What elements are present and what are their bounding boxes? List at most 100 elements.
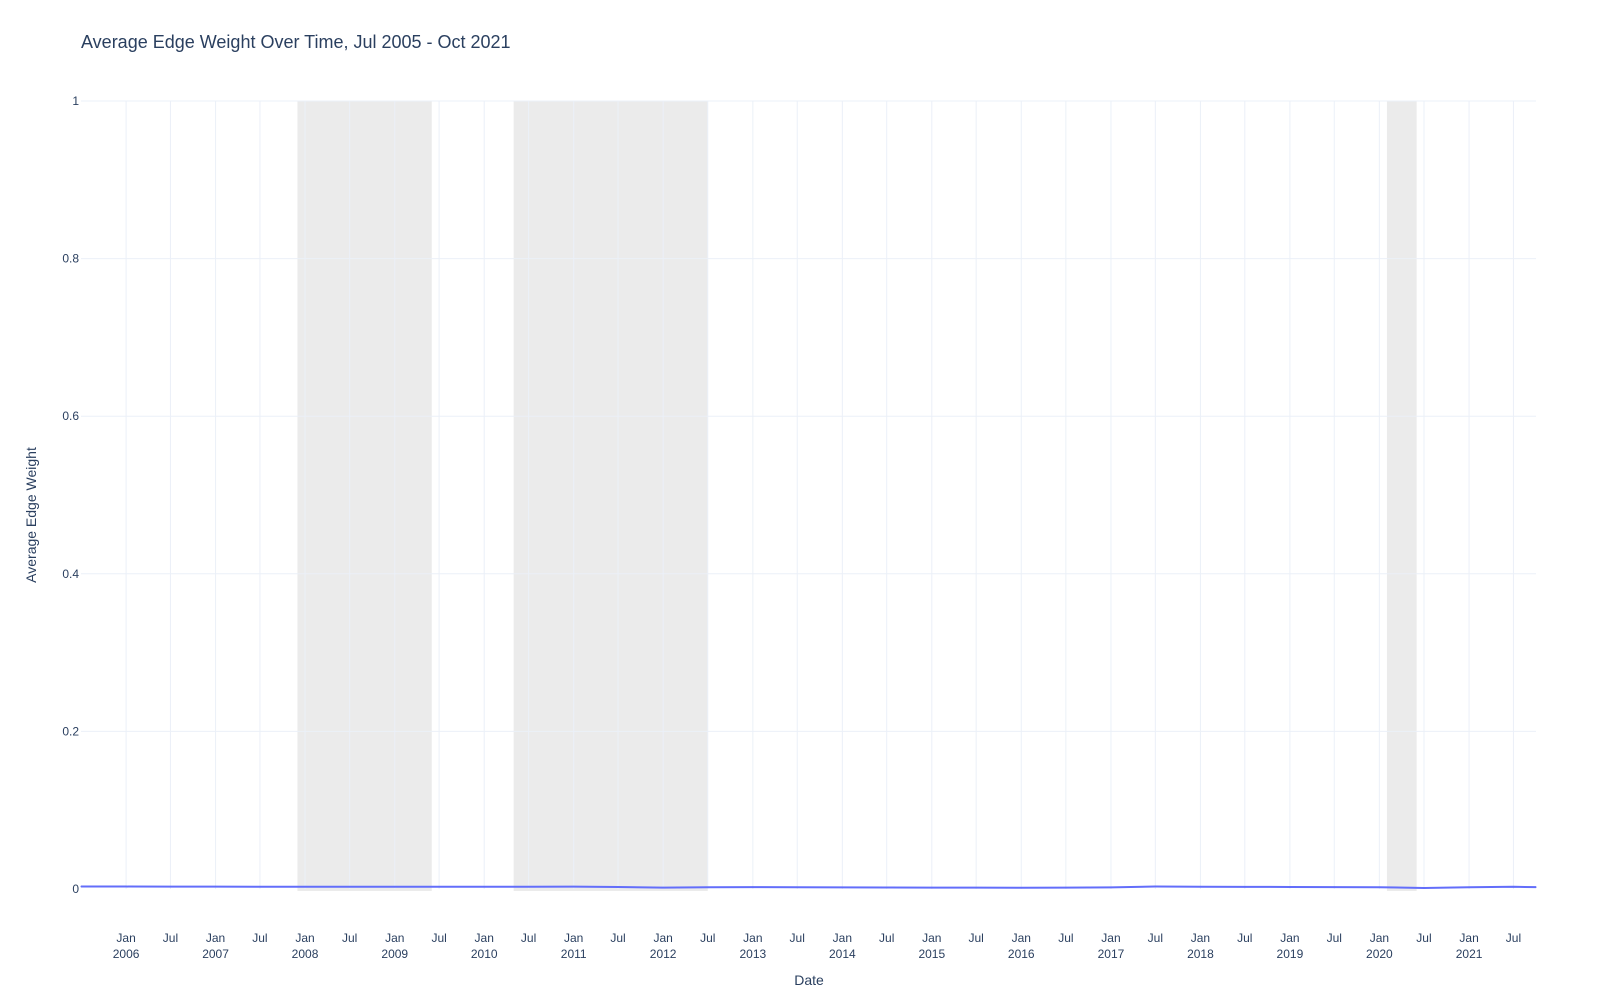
x-tick-label: Jul [1506, 931, 1521, 945]
data-point [1333, 886, 1336, 888]
x-tick-year-label: 2015 [918, 947, 945, 961]
y-axis-ticks: 0 0.2 0.4 0.6 0.8 1 [62, 94, 79, 896]
x-tick-label: Jul [968, 931, 983, 945]
data-point [1468, 886, 1470, 889]
data-point [1423, 887, 1425, 889]
x-tick-label: Jan [1459, 931, 1478, 945]
data-point [930, 886, 933, 889]
x-tick-label: Jul [163, 931, 178, 945]
x-tick-label: Jan [116, 931, 135, 945]
chart-title: Average Edge Weight Over Time, Jul 2005 … [81, 32, 511, 52]
shaded-region-1 [297, 101, 432, 891]
data-point [438, 885, 440, 888]
data-point [841, 886, 844, 889]
x-tick-year-label: 2017 [1098, 947, 1125, 961]
y-tick-label: 0 [72, 882, 79, 896]
data-point [572, 885, 575, 888]
x-tick-label: Jan [1101, 931, 1120, 945]
data-point [80, 885, 82, 888]
data-point [125, 885, 127, 888]
x-tick-label: Jul [879, 931, 894, 945]
x-tick-label: Jan [1191, 931, 1210, 945]
series-line-1 [80, 885, 1537, 890]
x-tick-label: Jan [564, 931, 583, 945]
x-tick-year-label: 2011 [561, 947, 587, 961]
x-tick-year-label: 2008 [292, 947, 319, 961]
data-point [706, 886, 709, 889]
data-point [662, 886, 664, 889]
x-tick-year-label: 2006 [113, 947, 140, 961]
shaded-regions [297, 101, 1417, 891]
x-tick-label: Jan [206, 931, 225, 945]
data-point [393, 885, 396, 888]
x-tick-label: Jul [1327, 931, 1342, 945]
data-point [1512, 885, 1515, 888]
data-point [483, 885, 486, 888]
shaded-region-3 [1386, 101, 1417, 891]
data-point [1020, 886, 1023, 889]
data-point [885, 886, 888, 889]
y-axis-title: Average Edge Weight [23, 447, 39, 583]
y-tick-label: 0.8 [62, 252, 79, 266]
data-point [1535, 886, 1537, 888]
y-tick-label: 0.6 [62, 409, 79, 423]
data-point [1289, 886, 1291, 888]
x-tick-year-label: 2013 [740, 947, 767, 961]
data-point [617, 886, 619, 888]
data-point [1378, 886, 1381, 888]
x-tick-year-label: 2016 [1008, 947, 1035, 961]
data-point [752, 886, 754, 888]
x-tick-year-label: 2019 [1277, 947, 1304, 961]
x-tick-year-label: 2021 [1456, 947, 1483, 961]
x-tick-label: Jul [521, 931, 536, 945]
x-tick-year-label: 2010 [471, 947, 498, 961]
x-tick-label: Jan [1370, 931, 1389, 945]
x-tick-label: Jan [295, 931, 314, 945]
data-point [527, 885, 530, 888]
data-point [975, 886, 977, 889]
x-axis-ticks: Jan 2006 Jul Jan 2007 Jul Jan 2008 Jul Jan 2009 Jul… [113, 931, 1521, 961]
x-tick-label: Jan [475, 931, 494, 945]
data-point [1065, 886, 1067, 889]
data-point [1244, 886, 1246, 888]
x-tick-year-label: 2007 [202, 947, 229, 961]
data-point [1199, 885, 1202, 888]
x-tick-label: Jul [1148, 931, 1163, 945]
x-tick-label: Jul [1058, 931, 1073, 945]
x-tick-label: Jul [700, 931, 715, 945]
grid-lines [81, 100, 1536, 889]
x-tick-label: Jul [252, 931, 267, 945]
x-tick-label: Jan [833, 931, 852, 945]
x-tick-year-label: 2012 [650, 947, 677, 961]
data-point [259, 885, 261, 888]
y-tick-label: 0.4 [62, 567, 79, 581]
x-tick-label: Jul [1416, 931, 1431, 945]
x-tick-year-label: 2018 [1187, 947, 1214, 961]
x-tick-label: Jul [790, 931, 805, 945]
y-tick-label: 1 [72, 94, 79, 108]
x-axis-title: Date [794, 972, 824, 988]
shaded-region-2 [513, 101, 708, 891]
x-tick-label: Jan [385, 931, 404, 945]
data-point [304, 885, 306, 888]
data-point [348, 885, 351, 888]
x-tick-label: Jul [1237, 931, 1252, 945]
x-tick-label: Jul [342, 931, 357, 945]
x-tick-label: Jan [1280, 931, 1299, 945]
data-point [1110, 886, 1112, 889]
x-tick-year-label: 2020 [1366, 947, 1393, 961]
x-tick-label: Jul [610, 931, 625, 945]
data-point [169, 885, 172, 888]
x-tick-label: Jul [431, 931, 446, 945]
y-tick-label: 0.2 [62, 724, 79, 738]
series-layer [80, 885, 1537, 890]
x-tick-label: Jan [922, 931, 941, 945]
x-tick-year-label: 2014 [829, 947, 856, 961]
data-point [796, 886, 799, 889]
x-tick-year-label: 2009 [381, 947, 408, 961]
x-tick-label: Jan [1012, 931, 1031, 945]
x-tick-label: Jan [653, 931, 672, 945]
data-point [214, 885, 217, 888]
x-tick-label: Jan [743, 931, 762, 945]
